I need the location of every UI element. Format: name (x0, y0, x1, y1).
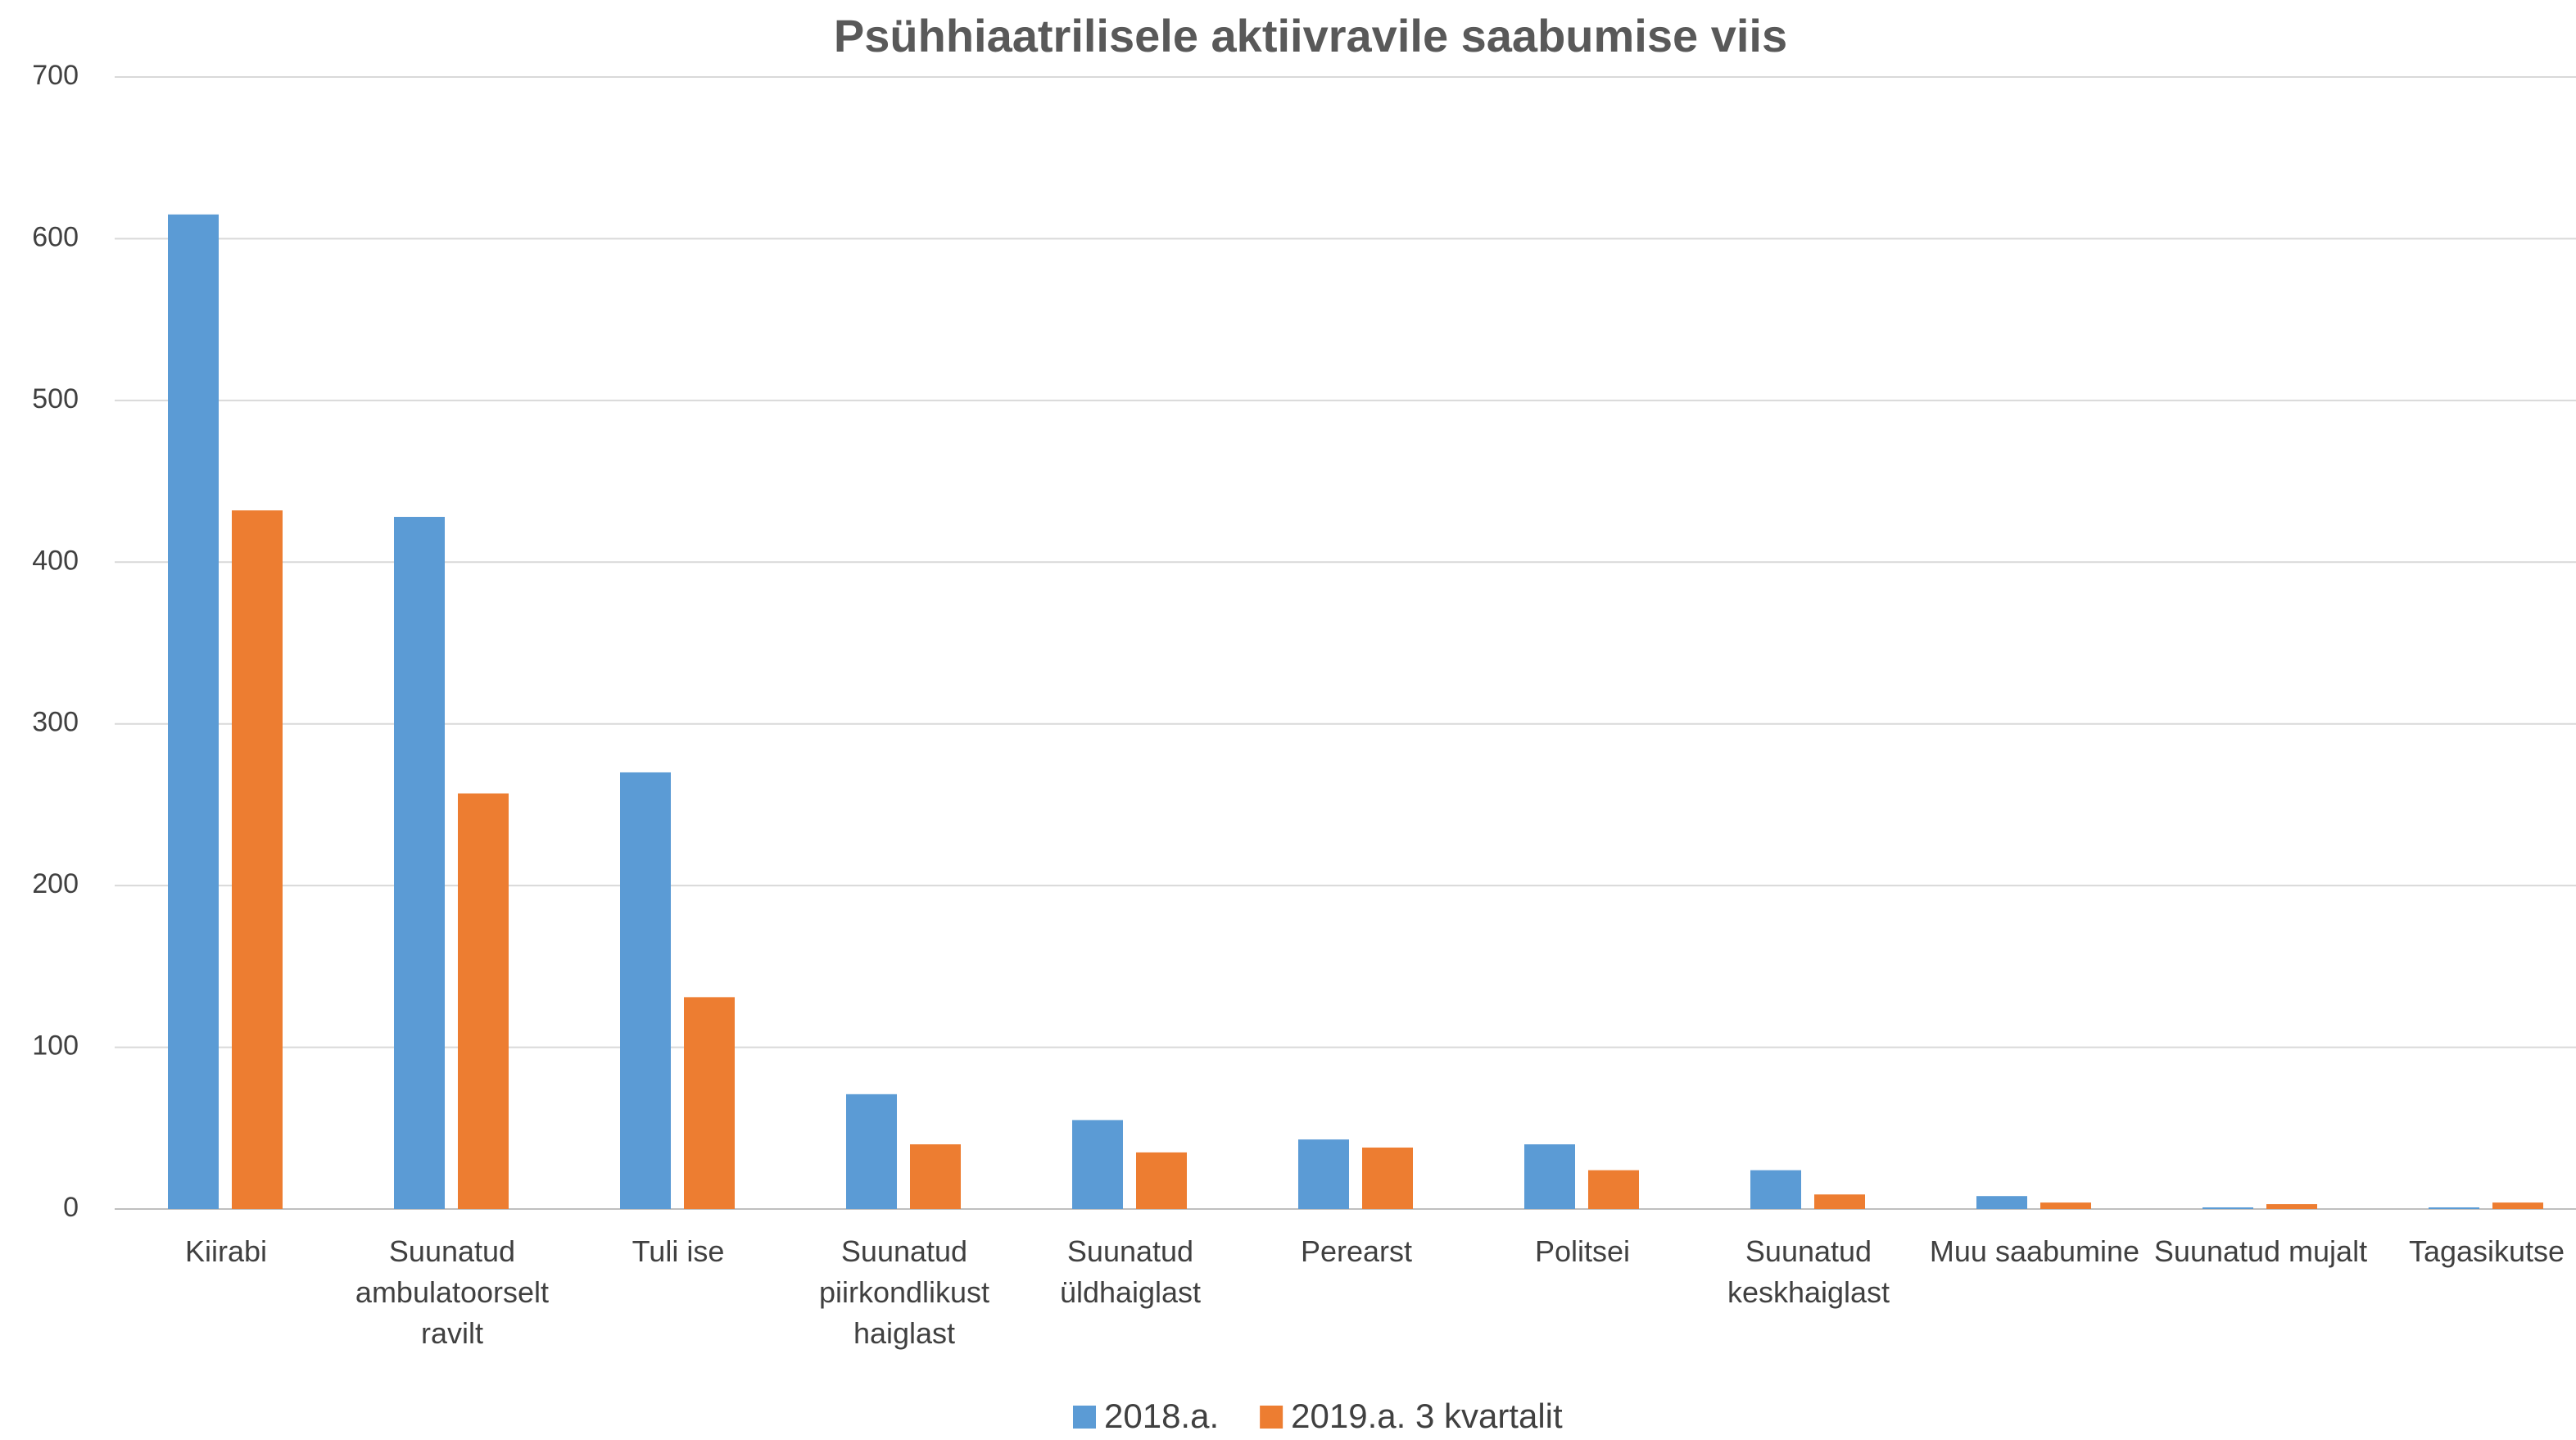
x-tick-label: Perearst (1300, 1234, 1413, 1268)
y-tick-label: 400 (32, 545, 79, 576)
bar (1814, 1194, 1865, 1209)
y-tick-label: 500 (32, 383, 79, 414)
bar (1976, 1196, 2027, 1209)
bar (2040, 1202, 2091, 1209)
legend-swatch (1073, 1406, 1096, 1429)
y-tick-label: 300 (32, 707, 79, 738)
bar (1072, 1120, 1123, 1209)
bar (2203, 1207, 2253, 1209)
legend-swatch (1260, 1406, 1283, 1429)
bar (846, 1094, 897, 1209)
bar (1524, 1144, 1575, 1209)
bar (394, 517, 445, 1209)
bar (620, 772, 671, 1209)
bar (168, 214, 219, 1209)
bar (2266, 1204, 2317, 1209)
y-tick-label: 0 (63, 1192, 79, 1223)
x-tick-label: Tuli ise (632, 1234, 725, 1268)
bar (1298, 1139, 1349, 1209)
x-tick-label: Tagasikutse (2408, 1234, 2565, 1268)
x-tick-label: Muu saabumine (1929, 1234, 2140, 1268)
x-tick-label: Suunatud mujalt (2153, 1234, 2368, 1268)
y-tick-label: 700 (32, 60, 79, 91)
x-tick-label: Kiirabi (184, 1234, 268, 1268)
bar (684, 997, 735, 1209)
bar (1588, 1170, 1639, 1209)
y-tick-label: 200 (32, 868, 79, 899)
bar (2429, 1207, 2479, 1209)
bar (232, 510, 283, 1209)
x-tick-label: Suunatud üldhaiglast (1059, 1234, 1202, 1309)
x-tick-label: Suunatud keskhaiglast (1727, 1234, 1890, 1309)
y-tick-label: 600 (32, 221, 79, 252)
x-tick-label: Suunatud ambulatoorselt ravilt (355, 1234, 550, 1350)
chart-title: Psühhiaatrilisele aktiivravile saabumise… (834, 10, 1787, 61)
legend-label: 2019.a. 3 kvartalit (1291, 1397, 1563, 1435)
x-tick-label: Suunatud piirkondlikust haiglast (818, 1234, 990, 1350)
bar (1136, 1152, 1187, 1209)
bar (458, 793, 509, 1209)
x-tick-label: Politsei (1534, 1234, 1631, 1268)
bar (1750, 1170, 1801, 1209)
legend-label: 2018.a. (1104, 1397, 1219, 1435)
bar (2492, 1202, 2543, 1209)
bar (1362, 1147, 1413, 1209)
bar (910, 1144, 961, 1209)
y-tick-label: 100 (32, 1030, 79, 1062)
